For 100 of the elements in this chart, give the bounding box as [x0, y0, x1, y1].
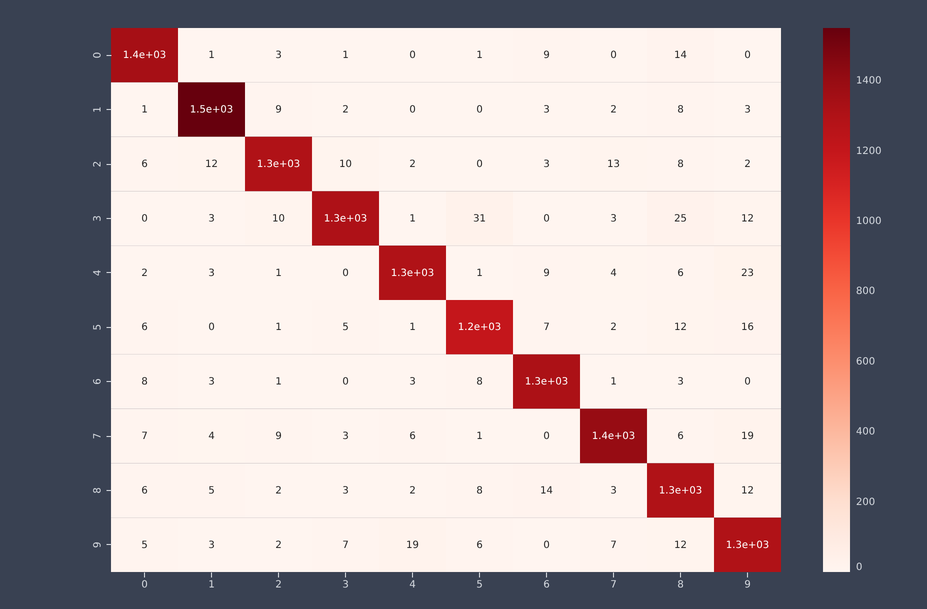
color-bar-label: 1200 — [856, 146, 882, 157]
y-tick-label: 7 — [92, 432, 104, 440]
data-label: 8 — [677, 159, 684, 170]
color-bar-label: 800 — [856, 286, 876, 298]
data-label: 19 — [406, 540, 419, 551]
data-label: 1.4e+03 — [122, 50, 166, 62]
data-label: 1.3e+03 — [524, 376, 568, 388]
data-label: 12 — [674, 322, 687, 334]
data-label: 1 — [208, 50, 215, 62]
data-label: 1 — [275, 322, 282, 334]
data-label: 9 — [543, 50, 550, 62]
x-tick-label: 6 — [543, 580, 550, 590]
data-label: 6 — [476, 540, 483, 551]
data-label: 3 — [275, 50, 282, 62]
data-label: 12 — [741, 213, 754, 224]
data-label: 0 — [744, 376, 751, 388]
data-label: 1 — [610, 376, 617, 388]
data-label: 25 — [674, 213, 687, 224]
data-label: 19 — [741, 431, 754, 442]
data-label: 10 — [339, 159, 352, 170]
data-label: 2 — [141, 268, 148, 279]
data-label: 2 — [610, 104, 617, 116]
data-label: 2 — [342, 104, 349, 116]
data-label: 31 — [473, 213, 486, 224]
x-tick-label: 5 — [476, 580, 483, 590]
x-tick-label: 8 — [677, 580, 684, 590]
data-label: 8 — [476, 376, 483, 388]
data-label: 7 — [543, 322, 550, 334]
data-label: 1 — [409, 322, 416, 334]
data-label: 1 — [342, 50, 349, 62]
data-label: 9 — [543, 268, 550, 279]
color-bar-label: 600 — [856, 356, 876, 368]
data-label: 7 — [610, 540, 617, 551]
data-label: 12 — [205, 159, 218, 170]
data-label: 4 — [610, 268, 617, 279]
data-label: 0 — [610, 50, 617, 62]
data-label: 1.3e+03 — [658, 485, 702, 496]
y-tick-label: 4 — [92, 270, 104, 276]
x-tick-label: 4 — [409, 580, 416, 590]
data-label: 8 — [141, 376, 148, 388]
data-label: 1 — [476, 268, 483, 279]
data-label: 6 — [141, 322, 148, 334]
data-label: 12 — [741, 485, 754, 496]
data-label: 16 — [741, 322, 754, 334]
data-label: 7 — [141, 431, 148, 442]
data-label: 2 — [409, 485, 416, 496]
data-label: 5 — [208, 485, 215, 496]
data-label: 1.3e+03 — [324, 213, 368, 224]
data-label: 0 — [409, 104, 416, 116]
data-label: 2 — [275, 540, 282, 551]
data-label: 3 — [409, 376, 416, 388]
data-label: 3 — [677, 376, 684, 388]
data-label: 0 — [409, 50, 416, 62]
data-label: 3 — [543, 159, 550, 170]
color-bar-label: 400 — [856, 426, 876, 438]
data-label: 6 — [409, 431, 416, 442]
data-label: 0 — [141, 213, 148, 224]
data-label: 23 — [741, 268, 754, 279]
color-bar-label: 0 — [856, 562, 862, 573]
data-label: 0 — [476, 104, 483, 116]
data-label: 0 — [744, 50, 751, 62]
data-label: 3 — [208, 268, 215, 279]
data-label: 1 — [476, 50, 483, 62]
color-bar-label: 200 — [856, 496, 876, 508]
data-label: 5 — [342, 322, 349, 334]
data-label: 1 — [275, 268, 282, 279]
data-label: 0 — [342, 376, 349, 388]
x-tick-label: 2 — [275, 580, 282, 590]
data-label: 5 — [141, 540, 148, 551]
data-label: 3 — [610, 213, 617, 224]
data-label: 1.5e+03 — [190, 104, 234, 116]
data-label: 9 — [275, 104, 282, 116]
data-label: 1 — [275, 376, 282, 388]
data-label: 6 — [677, 431, 684, 442]
data-label: 3 — [610, 485, 617, 496]
data-label: 8 — [677, 104, 684, 116]
y-tick-label: 1 — [92, 106, 104, 113]
data-label: 2 — [409, 159, 416, 170]
data-label: 6 — [677, 268, 684, 279]
data-label: 3 — [208, 376, 215, 388]
data-label: 1.2e+03 — [458, 322, 502, 334]
x-tick-label: 0 — [141, 580, 148, 590]
data-label: 14 — [540, 485, 553, 496]
y-tick-label: 9 — [92, 542, 104, 548]
data-label: 1 — [476, 431, 483, 442]
data-label: 3 — [342, 431, 349, 442]
data-label: 1.3e+03 — [256, 159, 300, 170]
data-label: 3 — [208, 540, 215, 551]
x-tick-label: 1 — [208, 580, 215, 590]
data-label: 10 — [272, 213, 285, 224]
data-label: 1.4e+03 — [592, 431, 636, 442]
data-label: 2 — [610, 322, 617, 334]
data-label: 1 — [141, 104, 148, 116]
data-label: 1 — [409, 213, 416, 224]
y-tick-label: 8 — [92, 487, 104, 494]
data-label: 2 — [744, 159, 751, 170]
data-label: 2 — [275, 485, 282, 496]
color-bar-label: 1000 — [856, 216, 882, 228]
data-label: 9 — [275, 431, 282, 442]
data-label: 0 — [543, 213, 550, 224]
